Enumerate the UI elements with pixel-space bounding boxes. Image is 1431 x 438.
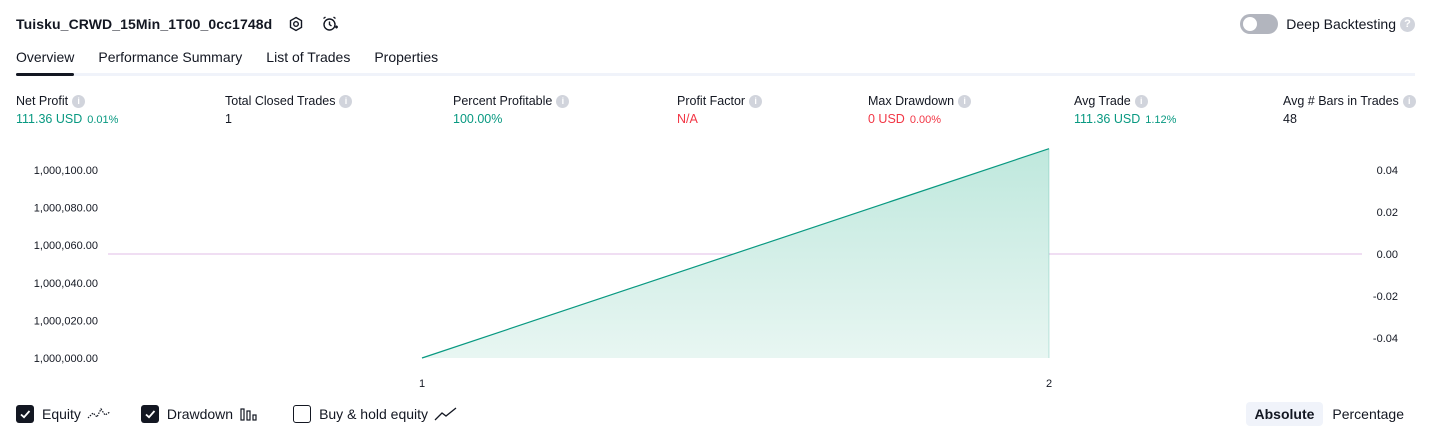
deep-backtesting-label: Deep Backtesting (1286, 16, 1396, 32)
info-icon[interactable]: i (749, 94, 763, 108)
drawdown-bars-icon (240, 408, 257, 421)
metric-percent: 0.01% (87, 114, 119, 126)
y-tick-right: -0.04 (1373, 333, 1398, 345)
chart-legend: Equity Drawdown Buy & hold equity (16, 403, 488, 425)
y-tick-left: 1,000,000.00 (34, 353, 98, 365)
percentage-button[interactable]: Percentage (1332, 406, 1404, 422)
tab-overview[interactable]: Overview (16, 46, 75, 76)
y-tick-right: -0.02 (1373, 291, 1398, 303)
metric-label: Avg Trade (1074, 94, 1131, 108)
metric-value: 48 (1283, 112, 1297, 126)
value-mode-switch: Absolute Percentage (1245, 400, 1414, 428)
metric-label: Total Closed Trades (225, 94, 336, 108)
metric-label: Percent Profitable (453, 94, 553, 108)
metric-percent: 1.12% (1145, 114, 1177, 126)
tab-performance-summary[interactable]: Performance Summary (98, 49, 243, 65)
metric-label: Net Profit (16, 94, 69, 108)
metric-label: Profit Factor (677, 94, 746, 108)
legend-buy-hold-equity[interactable]: Buy & hold equity (293, 405, 458, 423)
y-tick-right: 0.00 (1377, 249, 1398, 261)
deep-backtesting-control: Deep Backtesting ? (1240, 12, 1415, 36)
buy-hold-checkbox[interactable] (293, 405, 312, 423)
absolute-button[interactable]: Absolute (1245, 402, 1324, 426)
equity-chart-svg: 1,000,100.00 1,000,080.00 1,000,060.00 1,00… (34, 148, 1398, 390)
metric-avg-trade: Avg Trade i 111.36 USD 1.12% (1074, 94, 1176, 126)
equity-line-icon (87, 407, 111, 419)
metric-value: 111.36 USD (16, 112, 83, 126)
metric-avg-bars-in-trades: Avg # Bars in Trades i 48 (1283, 94, 1416, 126)
check-icon (20, 410, 31, 419)
metric-profit-factor: Profit Factor i N/A (677, 94, 763, 126)
legend-label: Equity (42, 406, 81, 422)
info-icon[interactable]: i (72, 94, 86, 108)
deep-backtesting-toggle[interactable] (1240, 14, 1279, 34)
metric-value: 0 USD (868, 112, 905, 126)
x-tick: 1 (419, 378, 425, 390)
metric-max-drawdown: Max Drawdown i 0 USD 0.00% (868, 94, 972, 126)
legend-label: Buy & hold equity (319, 406, 429, 422)
y-tick-left: 1,000,060.00 (34, 240, 98, 252)
y-tick-left: 1,000,040.00 (34, 278, 98, 290)
report-tabs: Overview Performance Summary List of Tra… (16, 46, 1415, 76)
legend-drawdown[interactable]: Drawdown (140, 405, 263, 423)
metric-value: 100.00% (453, 112, 503, 126)
buy-hold-line-icon (434, 407, 457, 421)
metric-net-profit: Net Profit i 111.36 USD 0.01% (16, 94, 118, 126)
equity-checkbox[interactable] (16, 405, 34, 423)
metric-percent-profitable: Percent Profitable i 100.00% (453, 94, 570, 126)
info-icon[interactable]: i (556, 94, 570, 108)
tab-properties[interactable]: Properties (374, 49, 439, 65)
metric-value: 1 (225, 112, 232, 126)
y-tick-left: 1,000,080.00 (34, 203, 98, 215)
strategy-title: Tuisku_CRWD_15Min_1T00_0cc1748d (16, 16, 273, 32)
metric-total-closed-trades: Total Closed Trades i 1 (225, 94, 353, 126)
info-icon[interactable]: i (1134, 94, 1148, 108)
drawdown-checkbox[interactable] (140, 405, 159, 423)
help-icon[interactable]: ? (1400, 16, 1415, 32)
legend-label: Drawdown (166, 406, 234, 422)
y-tick-left: 1,000,020.00 (34, 315, 98, 327)
report-header: Tuisku_CRWD_15Min_1T00_0cc1748d (16, 12, 340, 36)
metric-value: 111.36 USD (1074, 112, 1141, 126)
y-tick-right: 0.04 (1377, 165, 1398, 177)
y-tick-left: 1,000,100.00 (34, 165, 98, 177)
legend-equity[interactable]: Equity (16, 405, 111, 423)
metrics-row: Net Profit i 111.36 USD 0.01% Total Closed… (0, 94, 1431, 134)
info-icon[interactable]: i (958, 94, 972, 108)
metric-value: N/A (677, 112, 698, 126)
equity-chart: 1,000,100.00 1,000,080.00 1,000,060.00 1,00… (0, 140, 1431, 395)
info-icon[interactable]: i (1402, 94, 1416, 108)
info-icon[interactable]: i (339, 94, 353, 108)
equity-line (421, 148, 1050, 359)
settings-icon[interactable] (286, 14, 306, 34)
metric-label: Max Drawdown (868, 94, 955, 108)
x-tick: 2 (1046, 378, 1052, 390)
add-alert-icon[interactable] (320, 14, 340, 34)
metric-percent: 0.00% (909, 114, 942, 126)
y-tick-right: 0.02 (1377, 207, 1398, 219)
tab-list-of-trades[interactable]: List of Trades (266, 49, 351, 65)
check-icon (145, 410, 156, 419)
metric-label: Avg # Bars in Trades (1283, 94, 1399, 108)
